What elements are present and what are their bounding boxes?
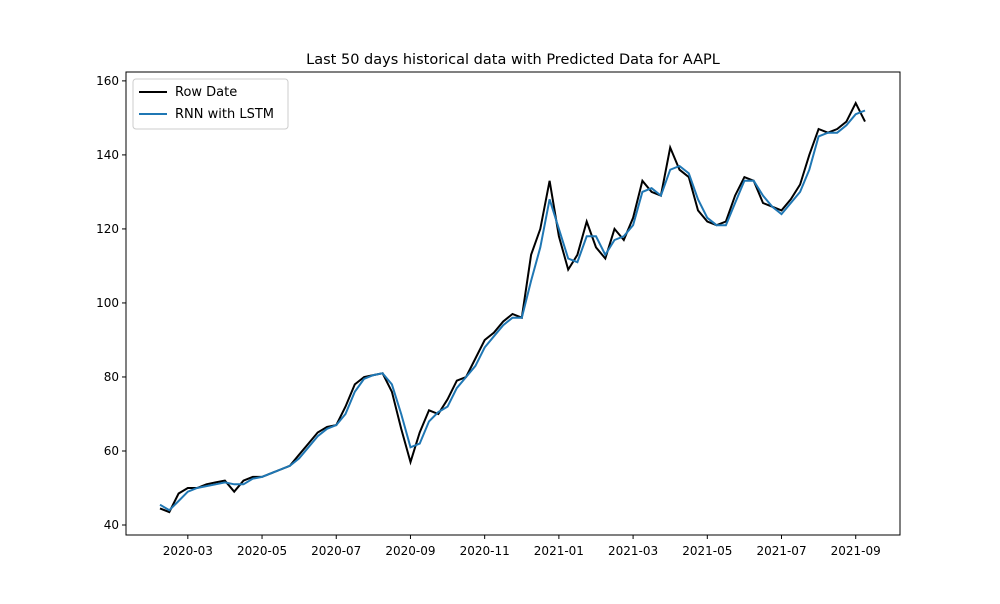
x-tick-label: 2020-05: [237, 544, 287, 558]
plot-area: 40 60 80 100 120 140 160 2020-03 2020-05 2020-07 2…: [96, 74, 881, 558]
y-tick-label: 100: [96, 296, 119, 310]
x-tick-label: 2021-07: [756, 544, 806, 558]
x-tick-label: 2020-03: [163, 544, 213, 558]
y-tick-label: 80: [104, 370, 119, 384]
x-tick-label: 2020-07: [311, 544, 361, 558]
legend-label: RNN with LSTM: [175, 107, 274, 122]
y-tick-label: 40: [104, 518, 119, 532]
y-tick-label: 160: [96, 74, 119, 88]
chart-title: Last 50 days historical data with Predic…: [306, 52, 720, 68]
legend-box: [132, 78, 289, 130]
x-tick-label: 2021-05: [682, 544, 732, 558]
x-tick-label: 2020-11: [460, 544, 510, 558]
y-tick-label: 60: [104, 444, 119, 458]
axes-frame: [125, 71, 901, 536]
y-tick-label: 140: [96, 148, 119, 162]
data-line: [159, 109, 866, 512]
y-tick-label: 120: [96, 222, 119, 236]
x-tick-label: 2021-03: [608, 544, 658, 558]
legend-label: Row Date: [175, 85, 237, 100]
x-tick-label: 2020-09: [385, 544, 435, 558]
x-tick-label: 2021-01: [534, 544, 584, 558]
x-tick-label: 2021-09: [831, 544, 881, 558]
